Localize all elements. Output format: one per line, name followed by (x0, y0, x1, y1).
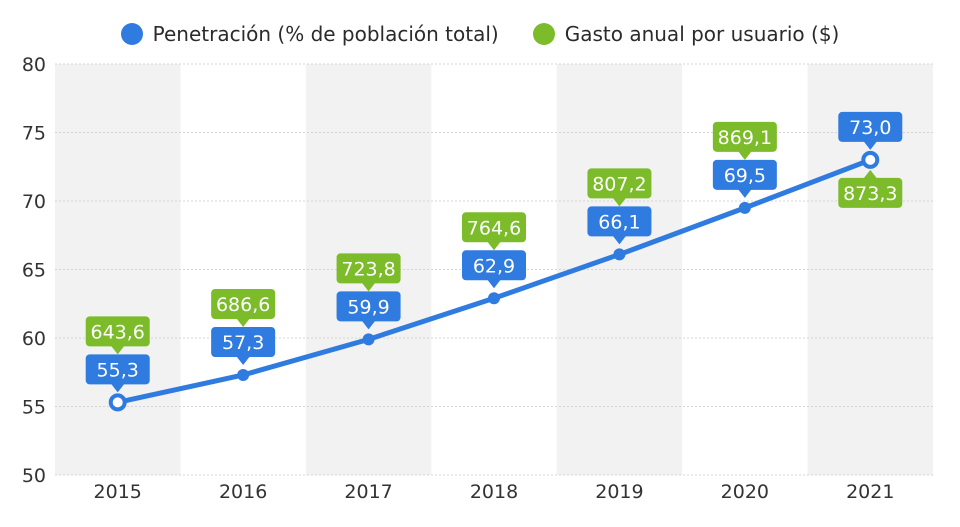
y-tick-label-75: 75 (22, 123, 46, 145)
spending-label-2017: 723,8 (336, 253, 401, 292)
x-tick-label-2016: 2016 (219, 481, 267, 503)
spending-label-2019-box (587, 168, 652, 199)
penetration-label-2018-box (462, 250, 526, 281)
spending-label-2017-box (336, 253, 401, 284)
y-tick-label-65: 65 (22, 260, 46, 282)
spending-label-2015-text: 643,6 (91, 321, 145, 343)
legend: Penetración (% de población total) Gasto… (0, 14, 960, 54)
penetration-point-2019 (613, 248, 626, 261)
penetration-label-2016: 57,3 (211, 326, 276, 365)
penetration-label-2021-pointer (863, 140, 878, 150)
spending-label-2021: 873,3 (838, 169, 903, 208)
y-tick-label-60: 60 (22, 328, 46, 350)
legend-item-penetration: Penetración (% de población total) (120, 22, 499, 46)
spending-label-2020-pointer (737, 150, 752, 160)
spending-label-2020: 869,1 (712, 121, 777, 160)
penetration-label-2018: 62,9 (462, 250, 526, 289)
penetration-label-2017: 59,9 (336, 291, 401, 330)
y-tick-label-80: 80 (22, 54, 46, 76)
penetration-label-2015-text: 55,3 (97, 359, 139, 381)
x-tick-label-2021: 2021 (846, 481, 894, 503)
y-tick-label-55: 55 (22, 397, 46, 419)
spending-label-2018-pointer (487, 241, 501, 251)
spending-label-2017-pointer (361, 282, 376, 292)
spending-label-2016-text: 686,6 (216, 294, 270, 316)
x-tick-label-2017: 2017 (344, 481, 392, 503)
spending-label-2019: 807,2 (587, 168, 652, 207)
spending-label-2018-box (462, 212, 526, 243)
penetration-label-2017-pointer (361, 320, 376, 330)
spending-label-2017-text: 723,8 (341, 258, 395, 280)
penetration-label-2021-box (838, 111, 903, 142)
y-tick-label-70: 70 (22, 191, 46, 213)
penetration-label-2016-box (211, 326, 276, 357)
legend-label-penetration: Penetración (% de población total) (152, 22, 499, 46)
penetration-label-2019: 66,1 (587, 206, 652, 245)
penetration-point-2016 (237, 368, 250, 381)
penetration-label-2020-pointer (737, 188, 752, 198)
penetration-label-2016-text: 57,3 (222, 332, 264, 354)
spending-label-2020-box (712, 121, 777, 152)
spending-label-2018-text: 764,6 (467, 217, 521, 239)
penetration-label-2017-box (336, 291, 401, 322)
spending-label-2016-pointer (236, 317, 251, 327)
x-tick-label-2019: 2019 (595, 481, 643, 503)
x-tick-label-2020: 2020 (721, 481, 769, 503)
spending-label-2018: 764,6 (462, 212, 526, 251)
spending-label-2015: 643,6 (85, 316, 150, 355)
spending-label-2019-pointer (612, 197, 627, 207)
legend-dot-spending (532, 23, 555, 45)
spending-label-2020-text: 869,1 (718, 127, 772, 149)
x-tick-label-2018: 2018 (470, 481, 518, 503)
penetration-label-2020: 69,5 (712, 159, 777, 198)
penetration-label-2021-text: 73,0 (849, 117, 891, 139)
penetration-point-2018 (488, 292, 500, 305)
penetration-label-2021: 73,0 (838, 111, 903, 150)
x-tick-label-2015: 2015 (94, 481, 142, 503)
legend-item-spending: Gasto anual por usuario ($) (532, 22, 840, 46)
penetration-point-2020 (738, 201, 751, 214)
spending-label-2016: 686,6 (211, 288, 276, 327)
spending-label-2021-box (838, 177, 903, 208)
penetration-point-2017 (362, 333, 375, 346)
penetration-label-2019-box (587, 206, 652, 237)
penetration-label-2015-box (85, 354, 150, 385)
penetration-point-2015 (108, 393, 127, 412)
penetration-label-2017-text: 59,9 (347, 296, 389, 318)
legend-dot-penetration (120, 23, 143, 45)
spending-label-2015-box (85, 316, 150, 347)
penetration-label-2019-text: 66,1 (598, 211, 640, 233)
column-band-2015 (55, 64, 181, 475)
spending-label-2021-text: 873,3 (843, 183, 897, 205)
legend-label-spending: Gasto anual por usuario ($) (564, 22, 840, 46)
penetration-label-2015: 55,3 (85, 354, 150, 393)
penetration-label-2020-text: 69,5 (724, 165, 766, 187)
penetration-label-2018-text: 62,9 (473, 255, 515, 277)
y-tick-label-50: 50 (22, 465, 46, 487)
spending-label-2021-pointer (863, 169, 878, 179)
spending-label-2019-text: 807,2 (592, 173, 646, 195)
penetration-point-2021 (861, 150, 880, 169)
penetration-label-2015-pointer (110, 383, 125, 393)
spending-label-2015-pointer (110, 345, 125, 355)
penetration-label-2019-pointer (612, 235, 627, 245)
penetration-label-2020-box (712, 159, 777, 190)
penetration-label-2018-pointer (487, 279, 501, 289)
penetration-label-2016-pointer (236, 355, 251, 365)
spending-label-2016-box (211, 288, 276, 319)
